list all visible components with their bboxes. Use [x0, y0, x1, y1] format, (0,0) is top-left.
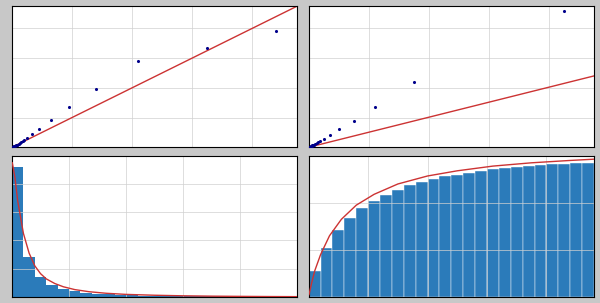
Bar: [463, 173, 475, 297]
Bar: [570, 163, 582, 297]
Bar: [392, 190, 404, 297]
Bar: [582, 163, 594, 297]
Point: [308, 143, 317, 148]
Bar: [475, 171, 487, 297]
Bar: [126, 295, 137, 297]
Point: [307, 143, 317, 148]
Bar: [69, 291, 80, 297]
Point: [307, 144, 316, 148]
Bar: [309, 271, 320, 297]
Point: [316, 138, 325, 143]
Point: [559, 8, 569, 13]
Point: [306, 144, 316, 149]
Point: [16, 140, 26, 145]
Bar: [137, 296, 149, 297]
Point: [7, 145, 17, 150]
Point: [8, 144, 18, 149]
Point: [14, 142, 23, 146]
Bar: [320, 248, 332, 297]
Point: [312, 141, 322, 146]
Point: [18, 139, 28, 144]
Point: [12, 143, 22, 148]
Point: [8, 145, 17, 149]
Point: [46, 117, 56, 122]
Bar: [58, 289, 69, 297]
Bar: [559, 164, 570, 297]
Bar: [115, 295, 126, 297]
Bar: [103, 295, 115, 297]
Bar: [499, 168, 511, 297]
Point: [349, 118, 359, 123]
Point: [91, 87, 101, 92]
Bar: [535, 165, 547, 297]
Bar: [547, 164, 559, 297]
Point: [133, 59, 143, 64]
Bar: [511, 167, 523, 297]
Point: [310, 142, 319, 147]
Point: [271, 29, 281, 34]
Point: [304, 145, 314, 150]
Bar: [206, 296, 217, 297]
Point: [64, 105, 74, 110]
Bar: [368, 201, 380, 297]
Point: [325, 133, 335, 138]
Bar: [23, 258, 35, 297]
Bar: [35, 277, 46, 297]
Point: [11, 143, 20, 148]
Bar: [149, 296, 160, 297]
Bar: [344, 218, 356, 297]
Point: [202, 45, 212, 50]
Bar: [439, 176, 451, 297]
Bar: [380, 195, 392, 297]
Point: [15, 141, 25, 146]
Point: [19, 138, 29, 142]
Point: [10, 144, 19, 148]
Bar: [172, 296, 183, 297]
Bar: [332, 230, 344, 297]
Bar: [523, 166, 535, 297]
Point: [319, 136, 329, 141]
Point: [305, 144, 315, 149]
Bar: [356, 208, 368, 297]
Bar: [160, 296, 172, 297]
Point: [370, 105, 380, 110]
Point: [334, 127, 344, 132]
Bar: [80, 293, 92, 297]
Bar: [404, 185, 416, 297]
Point: [308, 143, 318, 148]
Point: [34, 126, 44, 131]
Bar: [92, 294, 103, 297]
Bar: [451, 175, 463, 297]
Bar: [194, 296, 206, 297]
Point: [313, 140, 323, 145]
Bar: [183, 296, 194, 297]
Bar: [217, 296, 229, 297]
Bar: [428, 179, 439, 297]
Bar: [416, 182, 428, 297]
Bar: [46, 285, 58, 297]
Point: [10, 143, 20, 148]
Bar: [12, 167, 23, 297]
Bar: [487, 169, 499, 297]
Point: [27, 132, 37, 137]
Point: [22, 135, 32, 140]
Point: [13, 142, 22, 147]
Point: [9, 144, 19, 149]
Point: [409, 79, 419, 84]
Point: [311, 142, 320, 146]
Point: [305, 145, 314, 149]
